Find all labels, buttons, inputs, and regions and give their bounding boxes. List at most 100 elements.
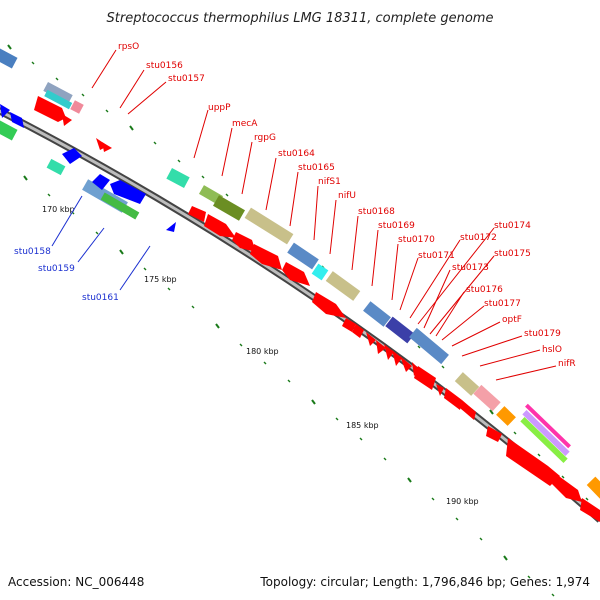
gene-arrow — [102, 142, 112, 152]
scale-tick — [561, 475, 565, 479]
gene-label: stu0165 — [298, 163, 335, 173]
scale-tick — [431, 497, 435, 501]
scale-ticks — [7, 44, 589, 597]
gene-label: mecA — [232, 119, 258, 129]
leader-line — [461, 335, 523, 357]
leader-line — [91, 49, 117, 89]
leader-line — [77, 227, 105, 263]
scale-tick — [7, 44, 12, 50]
feature-box — [287, 242, 319, 270]
gene-label: stu0170 — [398, 235, 435, 245]
gene-arrow — [62, 148, 82, 164]
feature-box — [244, 207, 294, 245]
gene-label: stu0171 — [418, 251, 455, 261]
scale-label: 185 kbp — [346, 421, 379, 430]
gene-arrow — [92, 174, 110, 190]
leader-line — [329, 199, 337, 255]
leader-line — [451, 321, 501, 347]
gene-label: stu0168 — [358, 207, 395, 217]
reverse-labels: stu0158 stu0159 stu0161 — [14, 247, 119, 303]
leader-line — [127, 81, 167, 115]
leader-line — [265, 157, 277, 211]
scale-label: 170 kbp — [42, 205, 75, 214]
scale-tick — [31, 61, 35, 65]
leader-line — [479, 349, 541, 367]
feature-box — [70, 100, 84, 114]
scale-tick — [311, 399, 316, 405]
gene-arrow — [552, 474, 582, 502]
genome-summary-text: Topology: circular; Length: 1,796,846 bp… — [259, 575, 590, 589]
feature-box — [520, 417, 568, 463]
feature-box — [409, 327, 449, 365]
leader-line — [399, 257, 419, 311]
scale-label: 180 kbp — [246, 347, 279, 356]
scale-tick — [263, 361, 267, 365]
reverse-label-leaders — [51, 195, 151, 291]
forward-labels: rpsO stu0156 stu0157 uppP mecA rgpG stu0… — [118, 42, 576, 369]
feature-box — [213, 195, 245, 221]
gene-arrow — [250, 244, 282, 270]
scale-tick — [119, 249, 124, 255]
scale-tick — [95, 231, 99, 235]
leader-line — [193, 109, 209, 159]
scale-tick — [55, 77, 59, 81]
leader-line — [441, 305, 485, 341]
feature-box — [46, 158, 66, 176]
leader-line — [51, 195, 83, 247]
leader-line — [351, 215, 359, 271]
gene-arrow — [232, 232, 256, 252]
scale-tick — [503, 555, 508, 561]
gene-label: stu0164 — [278, 149, 315, 159]
gene-arrow — [62, 114, 72, 126]
gene-label: nifU — [338, 191, 356, 201]
leader-line — [241, 141, 253, 195]
gene-label: uppP — [208, 103, 231, 113]
gene-arrow — [188, 206, 206, 222]
gene-arrow — [580, 498, 600, 522]
gene-label: stu0176 — [466, 285, 503, 295]
gene-arrow — [110, 180, 146, 204]
gene-label: stu0161 — [82, 293, 119, 303]
feature-box — [496, 406, 516, 426]
cog-features — [0, 47, 600, 500]
gene-label: rgpG — [254, 133, 276, 143]
scale-tick — [81, 93, 85, 97]
feature-box — [473, 384, 501, 412]
scale-tick — [201, 175, 205, 179]
leader-line — [119, 245, 151, 291]
gene-arrow — [436, 384, 444, 396]
scale-tick — [585, 497, 589, 501]
scale-tick — [167, 287, 171, 291]
gene-arrow — [444, 388, 462, 410]
scale-tick — [177, 159, 181, 163]
gene-label: stu0174 — [494, 221, 531, 231]
feature-box — [325, 271, 361, 301]
feature-box — [43, 82, 73, 104]
scale-tick — [455, 517, 459, 521]
scale-label: 175 kbp — [144, 275, 177, 284]
scale-tick — [287, 379, 291, 383]
gene-label: stu0172 — [460, 233, 497, 243]
scale-tick — [513, 431, 517, 435]
scale-tick — [143, 267, 147, 271]
gene-label: stu0158 — [14, 247, 51, 257]
feature-box — [522, 410, 570, 456]
gene-arrow — [506, 438, 560, 486]
feature-box — [586, 476, 600, 500]
feature-box — [385, 316, 415, 344]
leader-line — [221, 127, 233, 177]
gene-label: optF — [502, 315, 522, 325]
gene-arrow — [412, 362, 420, 376]
gene-label: stu0175 — [494, 249, 531, 259]
feature-box — [100, 192, 140, 220]
gene-arrow — [460, 400, 476, 420]
gene-arrow — [282, 262, 310, 286]
scale-tick — [23, 175, 28, 181]
gene-arrow — [352, 324, 364, 338]
gene-label: stu0156 — [146, 61, 183, 71]
feature-box — [0, 47, 18, 69]
feature-box — [311, 263, 329, 281]
feature-box — [166, 168, 190, 188]
leader-line — [119, 69, 145, 109]
